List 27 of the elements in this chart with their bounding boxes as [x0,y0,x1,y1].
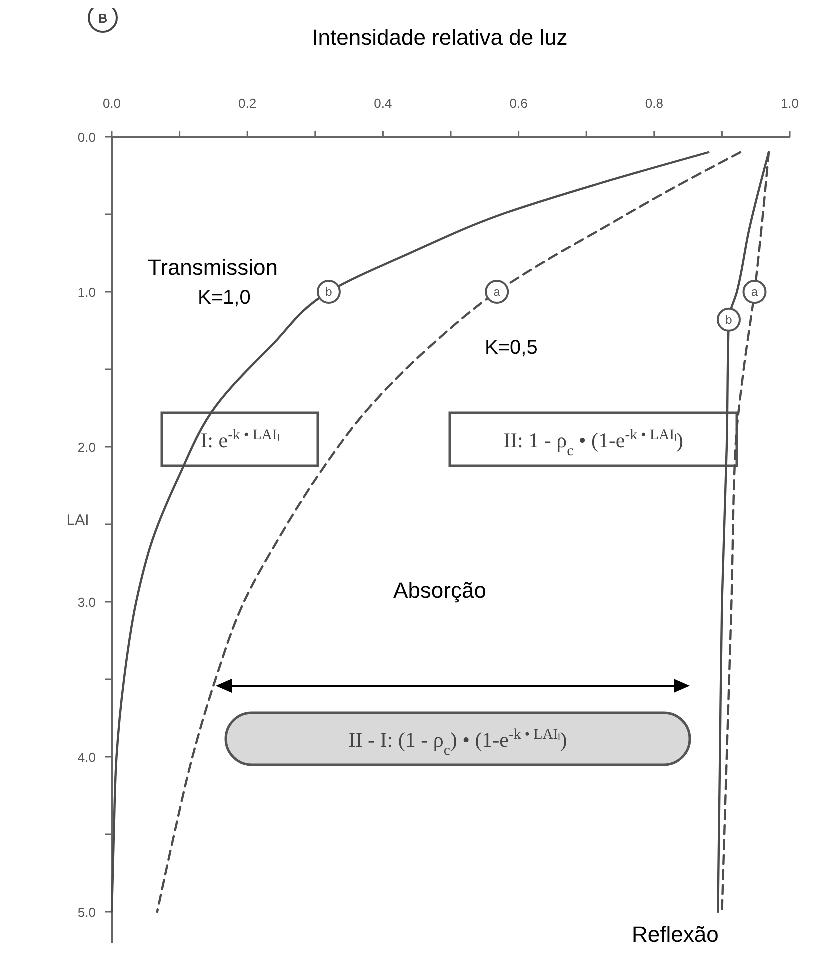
y-tick-label: 1.0 [78,285,96,300]
annotation: I: e$^{-k • LAIₗ}$ [200,428,280,452]
annotation: K=1,0 [198,287,251,309]
annotation: II - I: (1 - ρ$_{c}$) • (1-e$^{-k • LAIₗ}$) [348,727,568,759]
x-tick-label: 0.8 [645,96,664,111]
y-tick-label: 3.0 [78,595,96,610]
annotation: K=0,5 [485,337,538,359]
annotation: Absorção [394,578,486,603]
annotation: b [726,312,733,327]
annotation: Transmission [148,255,278,280]
text: B [98,11,108,26]
x-tick-label: 0.2 [238,96,257,111]
x-tick-label: 1.0 [780,96,800,111]
x-tick-label: 0.4 [374,96,392,111]
y-tick-label: 0.0 [78,130,96,145]
x-tick-label: 0.6 [510,96,528,111]
x-axis-title: Intensidade relativa de luz [312,25,568,50]
y-tick-label: 5.0 [78,905,96,920]
y-tick-label: 2.0 [78,440,96,455]
annotation: a [751,285,758,299]
annotation: II: 1 - ρ$_{c}$ • (1-e$^{-k • LAIₗ}$) [504,428,684,460]
y-axis-title: LAI [66,512,90,529]
y-tick-label: 4.0 [78,750,96,765]
annotation: b [326,285,333,299]
annotation: a [494,285,501,299]
annotation: Reflexão [632,922,719,947]
x-tick-label: 0.0 [102,96,122,111]
